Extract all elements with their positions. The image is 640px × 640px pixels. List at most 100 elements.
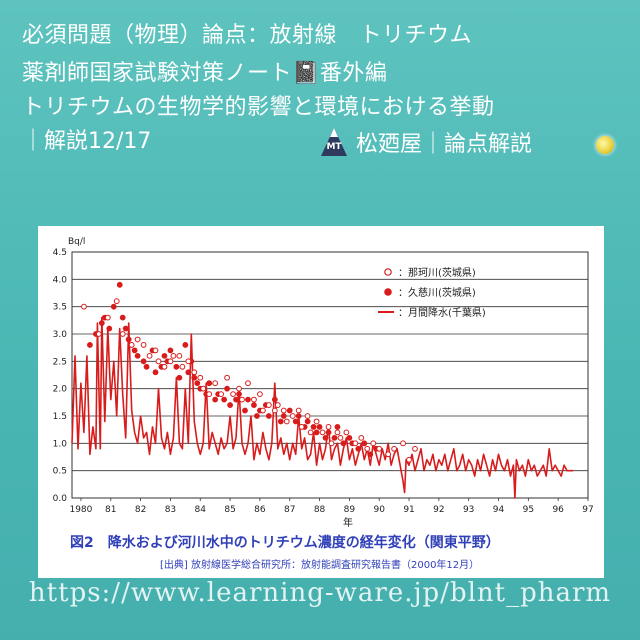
y-tick-label: 0.0 xyxy=(53,494,68,504)
point-naka-river xyxy=(197,374,204,381)
point-naka-river xyxy=(370,440,377,447)
point-kuji-river xyxy=(122,325,129,332)
header-title-line3: トリチウムの生物学的影響と環境における挙動 xyxy=(22,95,495,120)
point-kuji-river xyxy=(325,429,332,436)
point-kuji-river xyxy=(161,352,168,359)
point-naka-river xyxy=(265,402,272,408)
point-naka-river xyxy=(152,347,159,354)
point-naka-river xyxy=(81,303,87,310)
header-title-line2: 薬剤師国家試験対策ノート📓番外編 xyxy=(22,61,388,86)
point-naka-river xyxy=(155,358,162,365)
point-naka-river xyxy=(251,396,257,403)
brand-label: 松廼屋｜論点解説 xyxy=(356,132,533,157)
point-kuji-river xyxy=(227,402,233,408)
point-kuji-river xyxy=(134,352,141,359)
x-tick-label: 89 xyxy=(344,505,356,515)
point-kuji-river xyxy=(355,445,362,452)
point-naka-river xyxy=(271,407,278,414)
point-kuji-river xyxy=(206,380,213,387)
figure-caption: 図2 降水および河川水中のトリチウム濃度の経年変化（関東平野） xyxy=(70,535,500,551)
point-kuji-river xyxy=(152,369,159,376)
point-naka-river xyxy=(104,314,111,321)
point-naka-river xyxy=(343,429,350,436)
point-naka-river xyxy=(212,380,219,387)
point-kuji-river xyxy=(316,424,323,430)
y-tick-label: 2.5 xyxy=(53,357,67,367)
x-tick-label: 84 xyxy=(195,505,207,515)
point-kuji-river xyxy=(251,402,257,408)
point-kuji-river xyxy=(265,413,272,419)
chart-card: Bq/l 年 0.0 0.5 1.0 1.5 2.0 2.5 3.0 3.5 4.0 4.5 19… xyxy=(38,226,604,578)
point-naka-river xyxy=(391,445,398,452)
point-kuji-river xyxy=(212,396,219,403)
point-naka-river xyxy=(313,418,320,425)
point-kuji-river xyxy=(286,407,293,414)
x-tick-label: 85 xyxy=(224,505,235,515)
point-naka-river xyxy=(161,363,168,370)
point-kuji-river xyxy=(367,451,374,458)
point-naka-river xyxy=(140,342,147,348)
point-kuji-river xyxy=(245,396,251,403)
legend-marker-naka xyxy=(384,268,392,276)
point-naka-river xyxy=(179,363,186,370)
y-tick-label: 1.5 xyxy=(53,412,67,422)
brand[interactable]: MT 松廼屋｜論点解説 xyxy=(320,126,532,158)
point-kuji-river xyxy=(292,418,299,425)
point-kuji-river xyxy=(277,418,284,425)
point-kuji-river xyxy=(236,391,242,398)
point-naka-river xyxy=(176,352,183,359)
point-naka-river xyxy=(289,413,296,419)
point-kuji-river xyxy=(322,434,329,441)
point-naka-river xyxy=(128,342,135,348)
header-title-line1: 必須問題（物理）論点：放射線 トリチウム xyxy=(22,23,473,48)
point-naka-river xyxy=(170,352,177,359)
x-tick-label: 97 xyxy=(582,505,593,515)
point-naka-river xyxy=(257,391,263,398)
figure-source: [出典] 放射線医学総合研究所：放射能調査研究報告書（2000年12月） xyxy=(160,560,480,571)
point-kuji-river xyxy=(295,413,302,419)
point-naka-river xyxy=(364,445,371,452)
x-tick-label: 94 xyxy=(493,505,505,515)
point-naka-river xyxy=(230,391,236,398)
legend-label: ：月間降水(千葉県) xyxy=(398,306,486,319)
x-tick-label: 91 xyxy=(403,505,414,515)
point-kuji-river xyxy=(310,424,317,430)
series-line-rainfall xyxy=(71,316,574,499)
point-naka-river xyxy=(325,424,332,430)
point-naka-river xyxy=(307,429,314,436)
x-axis-label: 年 xyxy=(343,516,353,529)
point-naka-river xyxy=(200,385,207,392)
point-kuji-river xyxy=(194,380,201,387)
point-naka-river xyxy=(376,445,383,452)
site-url[interactable]: https://www.learning-ware.jp/blnt_pharm xyxy=(28,578,612,608)
point-naka-river xyxy=(146,352,153,359)
x-tick-label: 1980 xyxy=(69,505,92,515)
y-axis-label: Bq/l xyxy=(68,237,85,247)
point-naka-river xyxy=(274,402,281,408)
x-tick-label: 95 xyxy=(523,505,534,515)
point-naka-river xyxy=(113,298,120,305)
point-kuji-river xyxy=(224,385,230,392)
point-naka-river xyxy=(412,445,418,452)
x-tick-label: 92 xyxy=(433,505,444,515)
point-kuji-river xyxy=(143,363,150,370)
point-kuji-river xyxy=(346,434,353,441)
point-kuji-river xyxy=(271,396,278,403)
y-tick-label: 4.5 xyxy=(53,248,67,258)
y-tick-label: 1.0 xyxy=(53,439,68,449)
point-kuji-river xyxy=(233,396,239,403)
mountain-logo-icon: MT xyxy=(321,128,347,156)
point-naka-river xyxy=(185,358,192,365)
header-subtitle: ｜解説12/17 xyxy=(22,129,152,154)
point-naka-river xyxy=(245,380,251,387)
legend-label: ：那珂川(茨城県) xyxy=(398,266,476,279)
point-kuji-river xyxy=(221,396,228,403)
point-kuji-river xyxy=(361,440,368,447)
point-naka-river xyxy=(280,407,287,414)
point-naka-river xyxy=(295,407,302,414)
x-tick-label: 86 xyxy=(254,505,266,515)
point-naka-river xyxy=(134,336,141,343)
point-naka-river xyxy=(224,374,230,381)
point-kuji-river xyxy=(106,325,113,332)
point-kuji-river xyxy=(182,342,189,348)
